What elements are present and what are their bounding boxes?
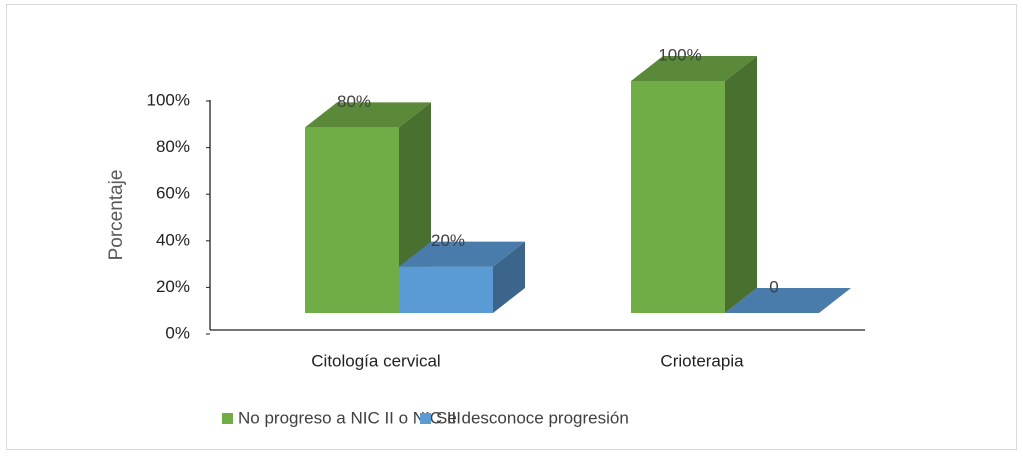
- bar-top: [305, 102, 431, 128]
- x-tick-label: Citología cervical: [311, 351, 440, 370]
- x-tick-label: Crioterapia: [660, 351, 744, 370]
- y-tick-label: 0%: [165, 323, 190, 342]
- bar-front: [631, 81, 725, 313]
- y-axis-title: Porcentaje: [106, 170, 127, 261]
- chart-border: [6, 4, 1017, 450]
- legend-swatch: [420, 413, 431, 424]
- bar-front: [399, 266, 493, 313]
- legend-swatch: [222, 413, 233, 424]
- y-tick-label: 60%: [156, 184, 190, 203]
- legend-label: Se desconoce progresión: [436, 408, 629, 427]
- data-label: 100%: [658, 45, 701, 64]
- bar-top: [725, 288, 851, 313]
- bar-front: [305, 127, 399, 314]
- y-tick-label: 40%: [156, 230, 190, 249]
- data-label: 20%: [431, 231, 465, 250]
- bar-top: [399, 241, 525, 267]
- y-tick-label: 100%: [147, 90, 190, 109]
- bar-top: [631, 56, 757, 81]
- bar-side: [725, 56, 757, 313]
- y-tick-label: 20%: [156, 277, 190, 296]
- data-label: 0: [769, 277, 778, 296]
- bar-side: [493, 241, 525, 313]
- y-tick-label: 80%: [156, 137, 190, 156]
- legend-label: No progreso a NIC II o NIC III: [238, 408, 461, 427]
- data-label: 80%: [337, 92, 371, 111]
